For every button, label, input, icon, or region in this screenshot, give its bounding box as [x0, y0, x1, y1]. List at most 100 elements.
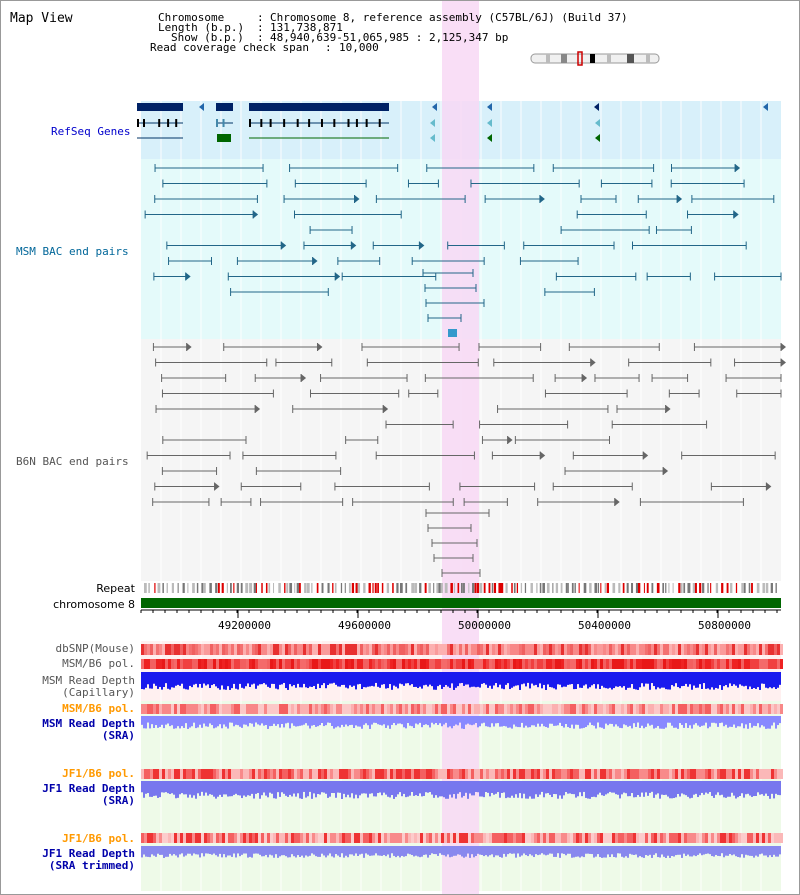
jf1-depth-sra-bar — [767, 781, 769, 797]
msm-depth-sra-bar — [567, 716, 569, 728]
jf1-pol-cell — [645, 769, 648, 779]
msm-b6-pol-cell — [432, 659, 435, 669]
msm-b6-pol-cell — [708, 659, 711, 669]
repeat-element — [236, 583, 240, 593]
b6n-bac-pair-arrow — [614, 498, 620, 506]
msm-depth-capillary-bar — [331, 672, 333, 684]
msm-depth-sra-bar — [199, 716, 201, 725]
jf1-depth-sra-bar — [227, 781, 229, 797]
dbsnp-cell — [675, 644, 678, 655]
jf1-depth-sra-bar — [705, 781, 707, 793]
jf1-depth-sra-bar — [733, 781, 735, 796]
dbsnp-cell — [780, 644, 783, 655]
msm-b6-pol-sra-cell — [531, 704, 534, 714]
msm-b6-pol-sra-cell — [273, 704, 276, 714]
jf1-depth-trimmed-bar — [357, 846, 359, 856]
jf1-depth-trimmed-bar — [411, 846, 413, 856]
jf1-pol-trimmed-cell — [315, 833, 318, 843]
msm-depth-capillary-bar — [185, 672, 187, 690]
jf1-pol-trimmed-cell — [390, 833, 393, 843]
msm-depth-sra-bar — [663, 716, 665, 729]
track-label-b6n-bac[interactable]: B6N BAC end pairs — [16, 455, 129, 468]
jf1-depth-sra-bar — [271, 781, 273, 794]
jf1-depth-sra-bar — [365, 781, 367, 794]
repeat-element — [472, 583, 475, 593]
jf1-depth-sra-bar — [579, 781, 581, 793]
msm-depth-sra-bar — [271, 716, 273, 726]
dbsnp-cell — [330, 644, 333, 655]
msm-depth-sra-bar — [457, 716, 459, 726]
msm-depth-sra-bar — [509, 716, 511, 728]
dbsnp-cell — [609, 644, 612, 655]
jf1-depth-sra-bar — [261, 781, 263, 796]
jf1-depth-trimmed-bar — [299, 846, 301, 858]
jf1-depth-sra-bar — [665, 781, 667, 795]
refseq-gene-block — [137, 103, 183, 111]
jf1-depth-sra-bar — [295, 781, 297, 797]
repeat-element — [245, 583, 249, 593]
msm-depth-sra-bar — [389, 716, 391, 729]
msm-b6-pol-sra-cell — [252, 704, 255, 714]
dbsnp-cell — [456, 644, 459, 655]
msm-depth-sra-bar — [319, 716, 321, 726]
jf1-depth-sra-bar — [395, 781, 397, 797]
jf1-pol-trimmed-cell — [525, 833, 528, 843]
msm-depth-sra-bar — [703, 716, 705, 726]
dbsnp-cell — [273, 644, 276, 655]
msm-b6-pol-cell — [171, 659, 174, 669]
repeat-element — [520, 583, 523, 593]
jf1-depth-sra-bar — [453, 781, 455, 795]
jf1-pol-trimmed-cell — [156, 833, 159, 843]
msm-depth-sra-bar — [257, 716, 259, 725]
jf1-pol-trimmed-cell — [255, 833, 258, 843]
jf1-depth-sra-bar — [651, 781, 653, 792]
track-label-chromosome: chromosome 8 — [53, 598, 135, 611]
refseq-exon — [320, 119, 323, 127]
jf1-depth-trimmed-bar — [163, 846, 165, 858]
msm-depth-sra-bar — [181, 716, 183, 727]
jf1-depth-sra-bar — [411, 781, 413, 792]
jf1-depth-trimmed-bar — [489, 846, 491, 856]
jf1-pol-trimmed-cell — [600, 833, 603, 843]
jf1-depth-trimmed-bar — [319, 846, 321, 857]
msm-b6-pol-cell — [216, 659, 219, 669]
jf1-pol-cell — [246, 769, 249, 779]
track-label-refseq[interactable]: RefSeq Genes — [51, 125, 131, 138]
msm-depth-capillary-bar — [275, 672, 277, 689]
msm-depth-sra-bar — [525, 716, 527, 726]
jf1-depth-sra-bar — [503, 781, 505, 793]
jf1-depth-sra-bar — [403, 781, 405, 794]
jf1-pol-trimmed-cell — [684, 833, 687, 843]
jf1-depth-sra-bar — [675, 781, 677, 798]
jf1-depth-trimmed-bar — [305, 846, 307, 856]
dbsnp-cell — [705, 644, 708, 655]
jf1-pol-cell — [228, 769, 231, 779]
msm-depth-capillary-bar — [147, 672, 149, 685]
dbsnp-cell — [396, 644, 399, 655]
jf1-depth-trimmed-bar — [209, 846, 211, 855]
msm-depth-capillary-bar — [355, 672, 357, 690]
jf1-pol-cell — [357, 769, 360, 779]
msm-depth-capillary-bar — [723, 672, 725, 687]
msm-b6-pol-cell — [723, 659, 726, 669]
dbsnp-cell — [615, 644, 618, 655]
track-label-msm-depth-capillary-sub: (Capillary) — [62, 686, 135, 699]
msm-depth-capillary-bar — [613, 672, 615, 689]
dbsnp-cell — [222, 644, 225, 655]
jf1-depth-sra-bar — [775, 781, 777, 794]
dbsnp-cell — [561, 644, 564, 655]
msm-b6-pol-cell — [681, 659, 684, 669]
msm-b6-pol-cell — [744, 659, 747, 669]
msm-depth-capillary-bar — [661, 672, 663, 688]
dbsnp-cell — [441, 644, 444, 655]
msm-b6-pol-sra-cell — [717, 704, 720, 714]
msm-depth-capillary-bar — [287, 672, 289, 690]
jf1-pol-cell — [351, 769, 354, 779]
jf1-pol-trimmed-cell — [207, 833, 210, 843]
jf1-depth-trimmed-bar — [377, 846, 379, 856]
msm-depth-capillary-bar — [539, 672, 541, 684]
dbsnp-cell — [423, 644, 426, 655]
msm-depth-sra-bar — [369, 716, 371, 729]
track-label-msm-bac[interactable]: MSM BAC end pairs — [16, 245, 129, 258]
jf1-depth-sra-bar — [451, 781, 453, 798]
